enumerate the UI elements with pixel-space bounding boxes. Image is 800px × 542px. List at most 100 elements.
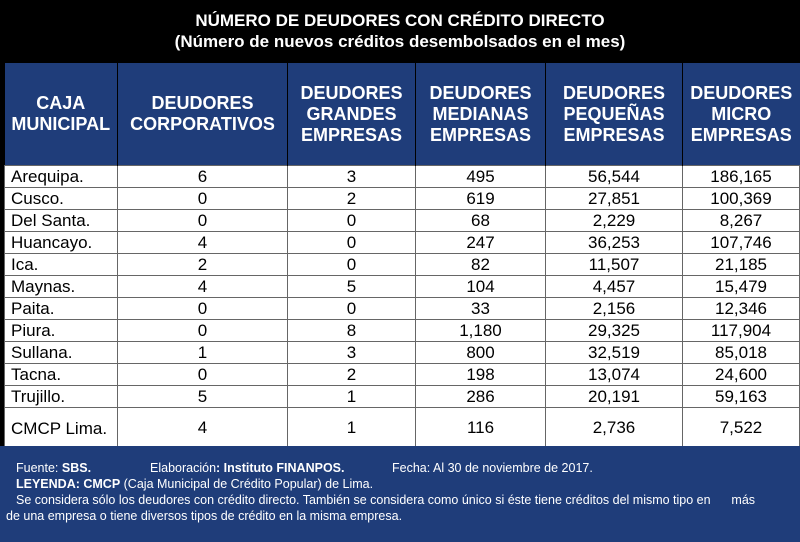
- value-cell: 1: [287, 385, 416, 408]
- column-header-line: DEUDORES: [429, 82, 532, 103]
- date-line: Fecha: Al 30 de noviembre de 2017.: [392, 461, 593, 475]
- column-header: CAJA MUNICIPAL: [4, 63, 118, 166]
- note-line-2: de una empresa o tiene diversos tipos de…: [6, 509, 403, 523]
- table-row: CMCP Lima. 4 1 116 2,736 7,522: [4, 407, 800, 449]
- value-cell: 12,346: [682, 297, 800, 320]
- value-cell: 68: [415, 209, 546, 232]
- value-cell: 85,018: [682, 341, 800, 364]
- value-cell: 800: [415, 341, 546, 364]
- column-header-line: GRANDES: [306, 103, 397, 124]
- caja-name-cell: Trujillo.: [4, 385, 118, 408]
- table-row: Sullana. 1 3 800 32,519 85,018: [4, 341, 800, 364]
- value-cell: 0: [117, 363, 288, 386]
- value-cell: 100,369: [682, 187, 800, 210]
- value-cell: 116: [415, 407, 546, 449]
- caja-name-cell: Arequipa.: [4, 165, 118, 188]
- report-title: NÚMERO DE DEUDORES CON CRÉDITO DIRECTO (…: [0, 10, 800, 52]
- value-cell: 1,180: [415, 319, 546, 342]
- column-header-line: EMPRESAS: [563, 124, 665, 145]
- value-cell: 619: [415, 187, 546, 210]
- caja-name-cell: Ica.: [4, 253, 118, 276]
- value-cell: 13,074: [545, 363, 683, 386]
- column-header-line: CORPORATIVOS: [130, 114, 275, 134]
- value-cell: 24,600: [682, 363, 800, 386]
- column-header: DEUDORES MEDIANAS EMPRESAS: [415, 63, 546, 166]
- table-row: Del Santa. 0 0 68 2,229 8,267: [4, 209, 800, 232]
- caja-name-cell: CMCP Lima.: [4, 407, 118, 449]
- column-header-line: CAJA: [36, 93, 86, 113]
- value-cell: 8,267: [682, 209, 800, 232]
- legend-text: (Caja Municipal de Crédito Popular) de L…: [120, 477, 374, 491]
- table-row: Paita. 0 0 33 2,156 12,346: [4, 297, 800, 320]
- caja-name-cell: Paita.: [4, 297, 118, 320]
- value-cell: 33: [415, 297, 546, 320]
- caja-name-cell: Cusco.: [4, 187, 118, 210]
- legend-line: LEYENDA: CMCP (Caja Municipal de Crédito…: [16, 476, 373, 492]
- value-cell: 2: [287, 363, 416, 386]
- column-header-line: EMPRESAS: [690, 124, 792, 145]
- value-cell: 3: [287, 165, 416, 188]
- title-line-1: NÚMERO DE DEUDORES CON CRÉDITO DIRECTO: [195, 11, 605, 30]
- column-header-line: EMPRESAS: [429, 124, 532, 145]
- value-cell: 27,851: [545, 187, 683, 210]
- column-header: DEUDORES GRANDES EMPRESAS: [287, 63, 416, 166]
- value-cell: 4: [117, 407, 288, 449]
- table-row: Cusco. 0 2 619 27,851 100,369: [4, 187, 800, 210]
- value-cell: 0: [117, 209, 288, 232]
- value-cell: 32,519: [545, 341, 683, 364]
- value-cell: 0: [117, 319, 288, 342]
- value-cell: 21,185: [682, 253, 800, 276]
- value-cell: 5: [287, 275, 416, 298]
- value-cell: 11,507: [545, 253, 683, 276]
- column-header-line: MUNICIPAL: [11, 114, 111, 134]
- table-row: Piura. 0 8 1,180 29,325 117,904: [4, 319, 800, 342]
- column-header-line: MEDIANAS: [432, 103, 529, 124]
- table-row: Arequipa. 6 3 495 56,544 186,165: [4, 165, 800, 188]
- caja-name-cell: Maynas.: [4, 275, 118, 298]
- value-cell: 7,522: [682, 407, 800, 449]
- source-label: Fuente:: [16, 461, 62, 475]
- value-cell: 0: [117, 297, 288, 320]
- value-cell: 2,736: [545, 407, 683, 449]
- column-header-line: PEQUEÑAS: [563, 103, 665, 124]
- table-row: Huancayo. 4 0 247 36,253 107,746: [4, 231, 800, 254]
- column-header-line: DEUDORES: [300, 82, 403, 103]
- caja-name-cell: Tacna.: [4, 363, 118, 386]
- value-cell: 198: [415, 363, 546, 386]
- value-cell: 56,544: [545, 165, 683, 188]
- value-cell: 2: [287, 187, 416, 210]
- source-value: SBS.: [61, 461, 92, 475]
- value-cell: 5: [117, 385, 288, 408]
- value-cell: 0: [287, 209, 416, 232]
- value-cell: 36,253: [545, 231, 683, 254]
- elaboration-value: : Instituto FINANPOS.: [216, 461, 345, 475]
- value-cell: 286: [415, 385, 546, 408]
- caja-name-cell: Sullana.: [4, 341, 118, 364]
- legend-label: LEYENDA: CMCP: [16, 477, 121, 491]
- caja-name-cell: Piura.: [4, 319, 118, 342]
- value-cell: 59,163: [682, 385, 800, 408]
- column-header-line: EMPRESAS: [300, 124, 403, 145]
- value-cell: 2,156: [545, 297, 683, 320]
- value-cell: 1: [117, 341, 288, 364]
- caja-name-cell: Huancayo.: [4, 231, 118, 254]
- table-header-row: CAJA MUNICIPAL DEUDORES CORPORATIVOS DEUDORE…: [4, 63, 800, 166]
- value-cell: 0: [287, 253, 416, 276]
- source-line: Fuente: SBS.: [16, 460, 91, 476]
- value-cell: 2: [117, 253, 288, 276]
- table-row: Trujillo. 5 1 286 20,191 59,163: [4, 385, 800, 408]
- value-cell: 15,479: [682, 275, 800, 298]
- title-line-2: (Número de nuevos créditos desembolsados…: [174, 32, 626, 51]
- column-header-line: MICRO: [711, 103, 772, 124]
- elaboration-line: Elaboración: Instituto FINANPOS.: [150, 460, 344, 476]
- value-cell: 495: [415, 165, 546, 188]
- value-cell: 107,746: [682, 231, 800, 254]
- elaboration-label: Elaboración: [150, 461, 217, 475]
- column-header-line: DEUDORES: [690, 82, 793, 103]
- value-cell: 2,229: [545, 209, 683, 232]
- column-header-line: DEUDORES: [562, 82, 665, 103]
- column-header: DEUDORES PEQUEÑAS EMPRESAS: [545, 63, 683, 166]
- debtors-table: CAJA MUNICIPAL DEUDORES CORPORATIVOS DEUDORE…: [4, 63, 800, 449]
- value-cell: 82: [415, 253, 546, 276]
